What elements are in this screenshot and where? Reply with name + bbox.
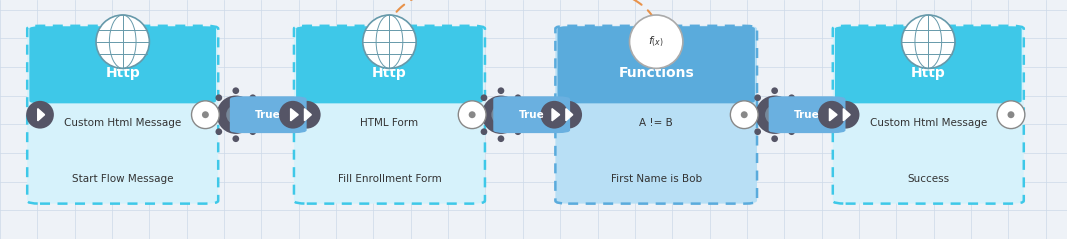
Polygon shape: [304, 109, 312, 121]
FancyBboxPatch shape: [557, 26, 755, 103]
Text: True: True: [255, 110, 281, 120]
FancyBboxPatch shape: [229, 96, 306, 133]
Ellipse shape: [522, 111, 528, 118]
Ellipse shape: [226, 105, 245, 124]
FancyBboxPatch shape: [30, 26, 216, 103]
Ellipse shape: [27, 101, 53, 129]
Ellipse shape: [250, 94, 256, 101]
Ellipse shape: [192, 101, 220, 129]
Text: Custom Html Message: Custom Html Message: [870, 118, 987, 128]
Ellipse shape: [765, 105, 784, 124]
Ellipse shape: [771, 87, 778, 94]
Ellipse shape: [480, 94, 488, 101]
Text: True: True: [519, 110, 544, 120]
FancyBboxPatch shape: [768, 96, 845, 133]
Ellipse shape: [747, 111, 754, 118]
Text: A != B: A != B: [639, 118, 673, 128]
Ellipse shape: [540, 101, 568, 129]
Ellipse shape: [789, 94, 795, 101]
Ellipse shape: [771, 135, 778, 142]
Ellipse shape: [755, 96, 794, 134]
Polygon shape: [37, 109, 45, 121]
Ellipse shape: [630, 15, 683, 68]
Ellipse shape: [459, 101, 485, 129]
Ellipse shape: [292, 101, 320, 129]
Ellipse shape: [497, 135, 505, 142]
Ellipse shape: [730, 101, 758, 129]
Ellipse shape: [740, 111, 748, 118]
Ellipse shape: [497, 87, 505, 94]
FancyBboxPatch shape: [28, 26, 218, 204]
Ellipse shape: [514, 94, 522, 101]
Ellipse shape: [480, 128, 488, 135]
Text: Http: Http: [106, 66, 140, 81]
FancyBboxPatch shape: [493, 96, 570, 133]
Text: $f_{(x)}$: $f_{(x)}$: [649, 34, 664, 49]
Ellipse shape: [491, 105, 510, 124]
Polygon shape: [290, 109, 299, 121]
Ellipse shape: [256, 111, 264, 118]
Text: True: True: [794, 110, 819, 120]
Polygon shape: [552, 109, 560, 121]
Polygon shape: [566, 109, 573, 121]
Ellipse shape: [202, 111, 209, 118]
Ellipse shape: [208, 111, 216, 118]
FancyBboxPatch shape: [296, 26, 482, 103]
Text: Success: Success: [907, 174, 950, 184]
Ellipse shape: [818, 101, 845, 129]
Text: First Name is Bob: First Name is Bob: [610, 174, 702, 184]
FancyBboxPatch shape: [293, 26, 484, 204]
Ellipse shape: [468, 111, 476, 118]
Text: Fill Enrollment Form: Fill Enrollment Form: [337, 174, 442, 184]
Ellipse shape: [1007, 111, 1015, 118]
Ellipse shape: [216, 94, 222, 101]
Text: Custom Html Message: Custom Html Message: [64, 118, 181, 128]
Ellipse shape: [997, 101, 1024, 129]
Ellipse shape: [278, 101, 306, 129]
Ellipse shape: [481, 96, 520, 134]
FancyBboxPatch shape: [834, 26, 1022, 103]
Text: HTML Form: HTML Form: [361, 118, 418, 128]
Ellipse shape: [96, 15, 149, 68]
Text: Functions: Functions: [619, 66, 694, 81]
Ellipse shape: [217, 96, 255, 134]
Ellipse shape: [789, 128, 795, 135]
Ellipse shape: [233, 135, 239, 142]
Ellipse shape: [514, 128, 522, 135]
Ellipse shape: [555, 101, 583, 129]
Ellipse shape: [795, 111, 802, 118]
Ellipse shape: [474, 111, 480, 118]
Ellipse shape: [754, 94, 761, 101]
Text: Http: Http: [372, 66, 407, 81]
Ellipse shape: [902, 15, 955, 68]
Polygon shape: [829, 109, 838, 121]
Polygon shape: [843, 109, 850, 121]
Text: Start Flow Message: Start Flow Message: [71, 174, 174, 184]
Ellipse shape: [363, 15, 416, 68]
Ellipse shape: [233, 87, 239, 94]
Ellipse shape: [216, 128, 222, 135]
FancyBboxPatch shape: [832, 26, 1024, 204]
Ellipse shape: [754, 128, 761, 135]
Ellipse shape: [831, 101, 860, 129]
Ellipse shape: [250, 128, 256, 135]
FancyBboxPatch shape: [555, 26, 758, 204]
Text: Http: Http: [911, 66, 945, 81]
